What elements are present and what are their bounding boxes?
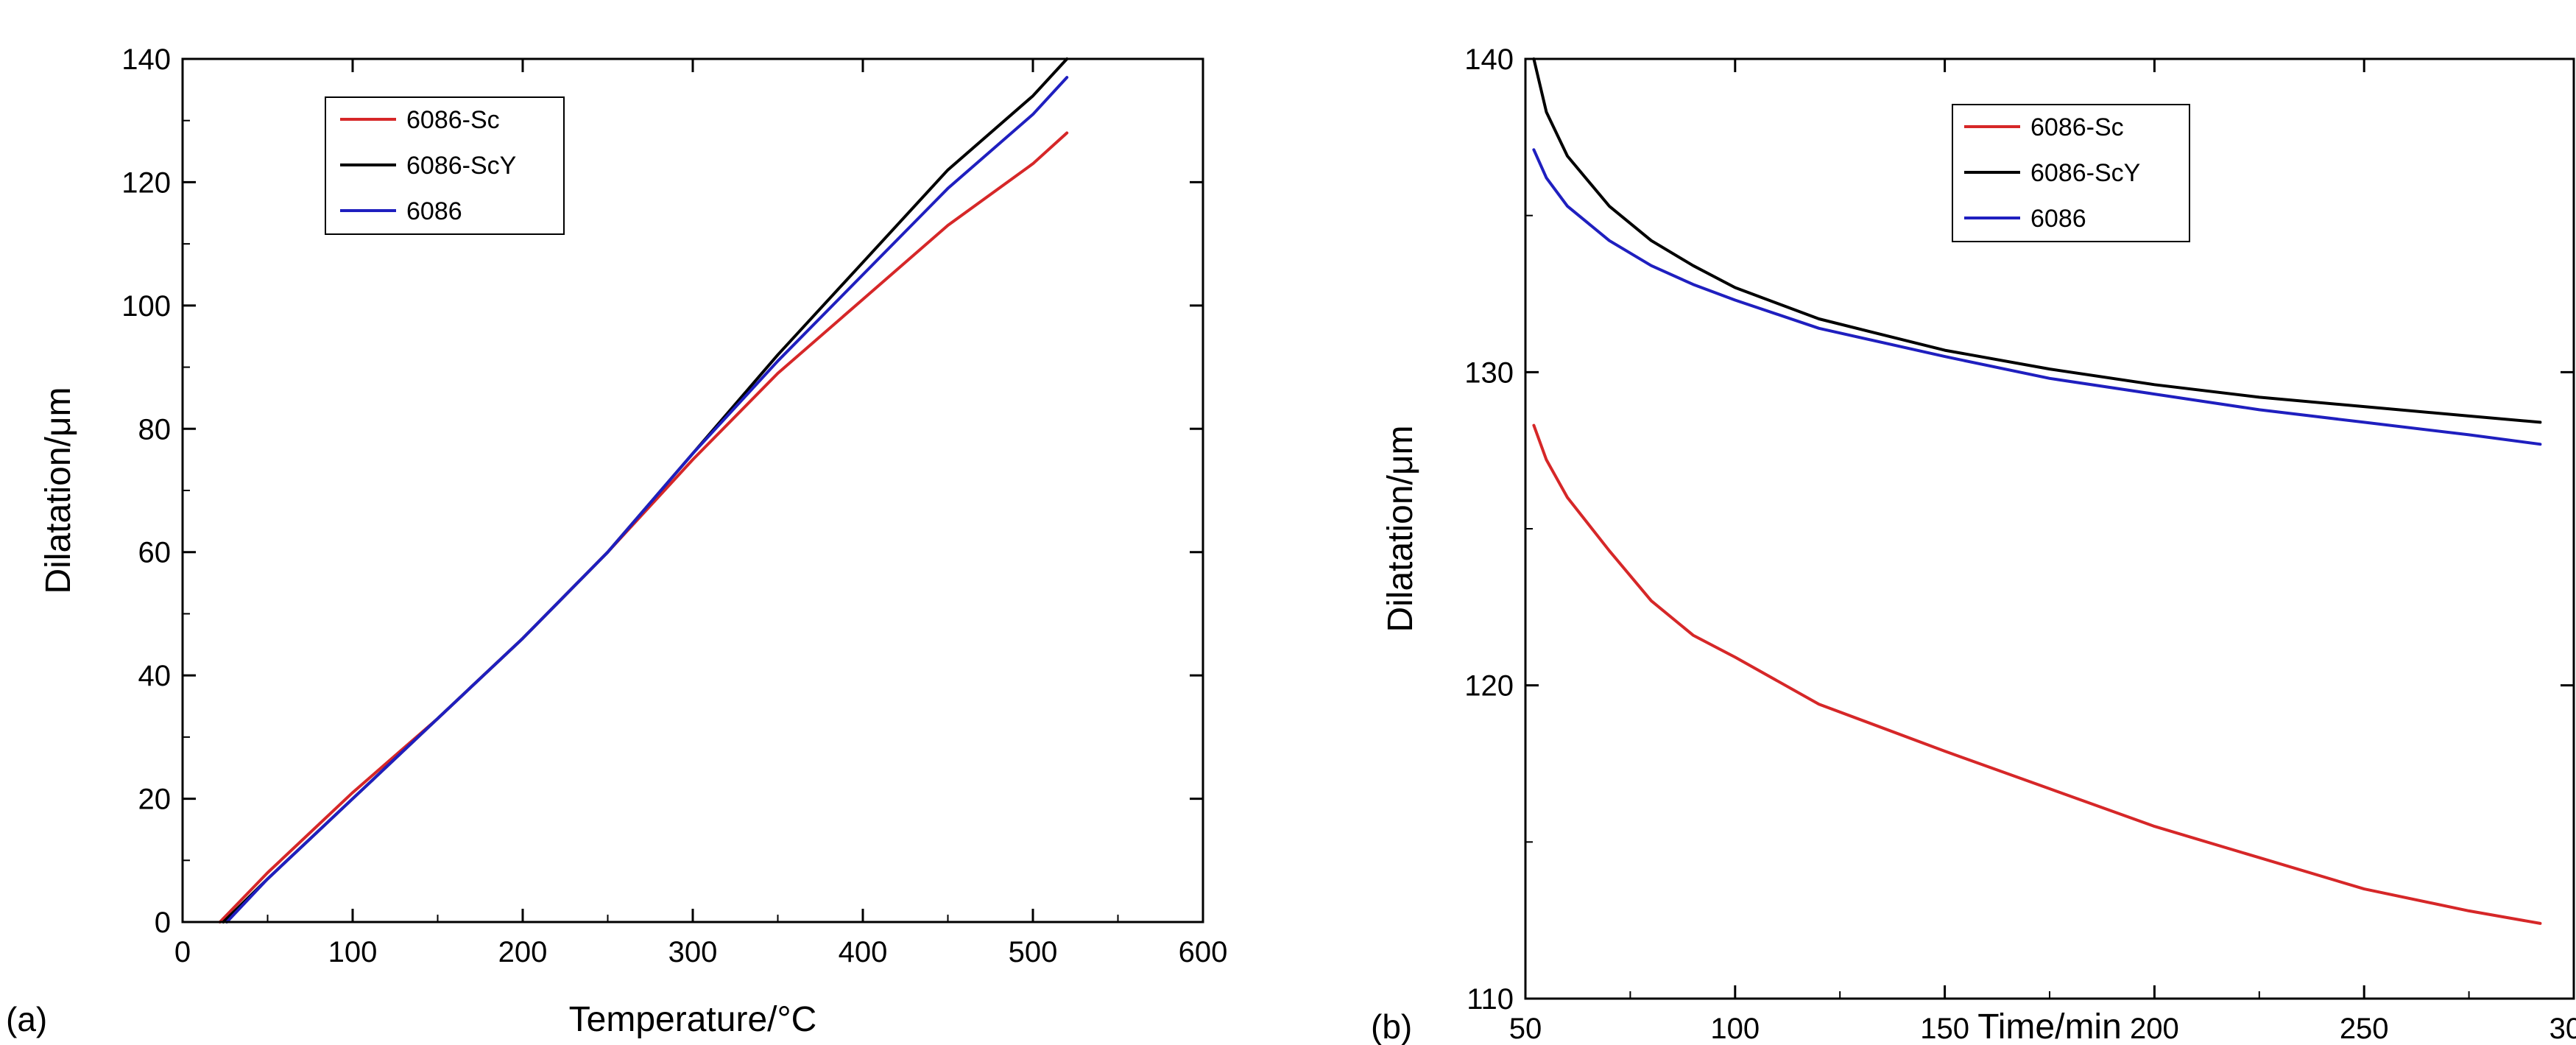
panel-b-x-tick-label: 50 — [1509, 1013, 1542, 1045]
panel-a-x-tick-label: 600 — [1179, 936, 1228, 968]
panel-a-y-tick-label: 40 — [138, 660, 172, 692]
panel-a-x-tick-label: 500 — [1009, 936, 1058, 968]
panel-b-legend: 6086-Sc 6086-ScY 6086 — [1952, 104, 2190, 242]
panel-a-x-tick-label: 300 — [668, 936, 718, 968]
panel-b-y-tick-label: 120 — [1464, 670, 1514, 703]
panel-b-legend-label-6086-sc: 6086-Sc — [2030, 113, 2124, 141]
panel-b-x-axis-title: Time/min — [1977, 1007, 2122, 1045]
panel-b-x-tick-label: 100 — [1710, 1013, 1760, 1045]
panel-b-legend-label-6086-scy: 6086-ScY — [2030, 159, 2140, 187]
panel-a-y-tick-label: 120 — [121, 166, 171, 199]
panel-b-x-tick-label: 150 — [1920, 1013, 1969, 1045]
panel-a-y-tick-label: 140 — [121, 43, 171, 76]
panel-b-label: (b) — [1371, 1007, 1412, 1045]
panel-a-plot-frame — [181, 57, 1204, 923]
panel-a-y-tick-label: 20 — [138, 784, 172, 816]
panel-a-legend-label-6086-sc: 6086-Sc — [406, 106, 500, 134]
panel-a-series-line-6086-sc — [218, 131, 1069, 923]
panel-a-x-tick-label: 100 — [328, 936, 378, 968]
panel-b-y-tick-label: 130 — [1464, 356, 1514, 389]
panel-a-y-tick-label: 80 — [138, 413, 172, 446]
panel-a-x-tick-label: 200 — [498, 936, 548, 968]
panel-b-y-axis-title: Dilatation/μm — [1381, 425, 1420, 632]
panel-a-y-axis-title: Dilatation/μm — [39, 387, 78, 594]
panel-b-x-tick-label: 250 — [2340, 1013, 2389, 1045]
panel-a-y-tick-label: 60 — [138, 537, 172, 569]
panel-a-series-line-6086 — [225, 76, 1069, 923]
panel-b-legend-label-6086: 6086 — [2030, 205, 2086, 233]
panel-b-x-tick-label: 300 — [2549, 1013, 2576, 1045]
panel-a-series — [218, 57, 1069, 923]
panel-a-legend-label-6086-scy: 6086-ScY — [406, 152, 516, 180]
panel-b-y-tick-label: 140 — [1464, 43, 1514, 76]
panel-b-x-tick-label: 200 — [2130, 1013, 2179, 1045]
panel-a-label: (a) — [6, 1000, 47, 1038]
panel-b-series-line-6086-scy — [1532, 57, 2542, 424]
panel-b-series-line-6086 — [1532, 148, 2542, 446]
panel-a-temperature-chart: 0 100 200 300 400 500 600 0 20 40 60 80 100 120 140 60… — [6, 43, 1227, 1039]
panel-b-time-chart: 50 100 150 200 250 300 110 120 130 140 6086-Sc 60… — [1371, 43, 2576, 1045]
panel-b-series — [1532, 57, 2542, 925]
panel-a-y-tick-label: 100 — [121, 290, 171, 323]
panel-a-ticks: 0 100 200 300 400 500 600 0 20 40 60 80 100 120 140 — [121, 43, 1227, 968]
panel-a-legend-label-6086: 6086 — [406, 197, 462, 225]
panel-b-plot-frame — [1524, 57, 2575, 1000]
panel-b-series-line-6086-sc — [1532, 423, 2542, 925]
panel-b-ticks: 50 100 150 200 250 300 110 120 130 140 — [1464, 43, 2576, 1045]
panel-a-x-tick-label: 0 — [174, 936, 191, 968]
panel-a-x-tick-label: 400 — [839, 936, 888, 968]
panel-a-legend: 6086-Sc 6086-ScY 6086 — [325, 96, 565, 235]
panel-a-y-tick-label: 0 — [155, 907, 171, 939]
panel-a-x-axis-title: Temperature/°C — [569, 1000, 817, 1039]
panel-b-y-tick-label: 110 — [1467, 983, 1514, 1016]
